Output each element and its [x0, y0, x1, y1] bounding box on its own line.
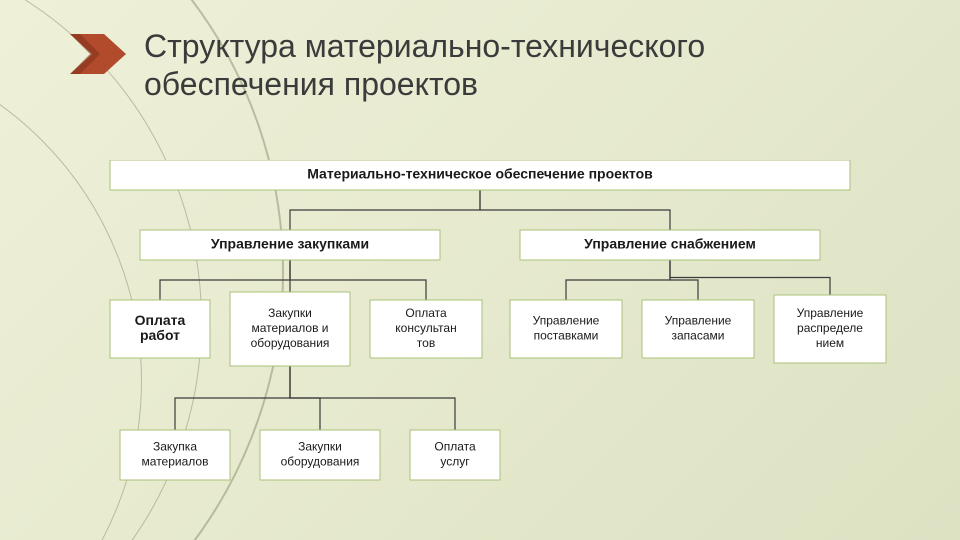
svg-text:материалов: материалов: [142, 455, 209, 469]
svg-text:услуг: услуг: [440, 455, 470, 469]
node-l2c: Оплатаконсультантов: [370, 300, 482, 358]
node-root: Материально-техническое обеспечение прое…: [110, 160, 850, 190]
svg-text:тов: тов: [417, 336, 435, 350]
edge: [480, 190, 670, 230]
edge: [290, 190, 480, 230]
svg-text:запасами: запасами: [672, 329, 725, 343]
svg-text:нием: нием: [816, 336, 844, 350]
edge: [175, 366, 290, 430]
svg-text:Закупки: Закупки: [268, 306, 312, 320]
node-l2a: Оплатаработ: [110, 300, 210, 358]
svg-text:Оплата: Оплата: [434, 440, 476, 454]
org-chart: Материально-техническое обеспечение прое…: [80, 160, 900, 510]
svg-text:Оплата: Оплата: [135, 312, 186, 328]
svg-text:Управление: Управление: [665, 314, 732, 328]
node-l1a: Управление закупками: [140, 230, 440, 260]
slide-title: Структура материально-технического обесп…: [144, 28, 904, 104]
title-row: Структура материально-технического обесп…: [70, 28, 904, 104]
svg-text:Закупка: Закупка: [153, 440, 197, 454]
edge: [566, 260, 670, 300]
node-l2e: Управлениезапасами: [642, 300, 754, 358]
svg-text:Материально-техническое обеспе: Материально-техническое обеспечение прое…: [307, 166, 653, 182]
svg-text:Закупки: Закупки: [298, 440, 342, 454]
node-l1b: Управление снабжением: [520, 230, 820, 260]
slide: Структура материально-технического обесп…: [0, 0, 960, 540]
edge: [290, 366, 455, 430]
node-l2f: Управлениераспределением: [774, 295, 886, 363]
node-l2b: Закупкиматериалов иоборудования: [230, 292, 350, 366]
node-l3a: Закупкаматериалов: [120, 430, 230, 480]
node-l2d: Управлениепоставками: [510, 300, 622, 358]
chevron-icon: [70, 34, 126, 74]
svg-text:работ: работ: [140, 327, 180, 343]
svg-text:Управление: Управление: [533, 314, 600, 328]
svg-text:Управление: Управление: [797, 306, 864, 320]
svg-text:оборудования: оборудования: [281, 455, 360, 469]
svg-text:оборудования: оборудования: [251, 336, 330, 350]
edge: [670, 260, 830, 295]
edge: [670, 260, 698, 300]
svg-text:распределе: распределе: [797, 321, 863, 335]
svg-text:Оплата: Оплата: [405, 306, 447, 320]
svg-text:поставками: поставками: [534, 329, 599, 343]
node-l3b: Закупкиоборудования: [260, 430, 380, 480]
svg-text:консультан: консультан: [395, 321, 456, 335]
svg-text:Управление снабжением: Управление снабжением: [584, 236, 756, 252]
svg-text:Управление закупками: Управление закупками: [211, 236, 369, 252]
node-l3c: Оплатауслуг: [410, 430, 500, 480]
svg-text:материалов и: материалов и: [252, 321, 329, 335]
